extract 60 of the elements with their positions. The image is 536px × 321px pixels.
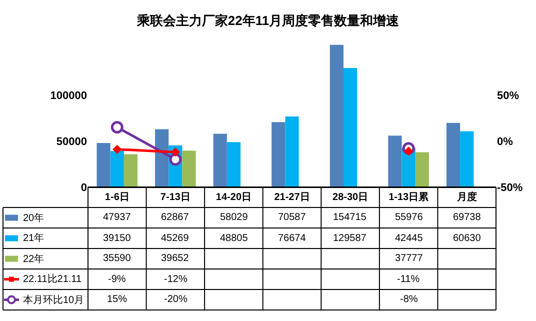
bar: [110, 151, 124, 187]
data-label: 58029: [220, 212, 248, 223]
y-tick-label: 50000: [56, 136, 87, 148]
chart-title: 乘联会主力厂家22年11月周度零售数量和增速: [136, 13, 400, 28]
legend-label: 22.11比21.11: [23, 273, 82, 285]
data-label: 55976: [395, 212, 424, 223]
data-label: 39652: [161, 253, 190, 264]
data-label: -20%: [164, 294, 188, 305]
bar: [388, 136, 402, 187]
y2-tick-label: 50%: [497, 90, 520, 102]
point: [110, 121, 124, 134]
data-label: 154715: [333, 212, 367, 223]
data-label: 76674: [278, 233, 306, 244]
bar: [226, 142, 241, 187]
legend-label: 21年: [23, 232, 44, 244]
bar: [213, 134, 227, 187]
point: [112, 144, 122, 154]
data-label: -12%: [164, 274, 188, 285]
legend-label: 20年: [23, 212, 44, 224]
y2-tick-label: -50%: [497, 182, 523, 194]
data-label: 42445: [395, 233, 424, 244]
data-label: 62867: [161, 212, 190, 223]
data-label: 48805: [220, 233, 248, 244]
y2-tick-label: 0%: [497, 136, 514, 148]
x-tick-label: 14-20日: [216, 192, 252, 203]
bar: [446, 122, 460, 187]
bar: [460, 131, 474, 187]
data-label: -9%: [108, 274, 126, 285]
data-label: 45269: [161, 233, 190, 244]
legend-label: 本月环比10月: [23, 294, 84, 306]
data-label: 15%: [107, 294, 128, 305]
legend-label: 22年: [23, 253, 44, 265]
data-label: 39150: [103, 233, 132, 244]
x-tick-label: 28-30日: [332, 192, 368, 203]
y-tick-label: 0: [80, 182, 87, 194]
x-tick-label: 21-27日: [274, 192, 310, 203]
x-tick-label: 月度: [456, 191, 477, 203]
point: [170, 148, 180, 157]
data-label: 60630: [453, 233, 482, 244]
data-label: 37777: [395, 253, 424, 264]
x-tick-label: 1-6日: [104, 192, 130, 203]
x-tick-label: 1-13日累: [388, 191, 430, 203]
bar: [285, 116, 299, 187]
bar: [415, 152, 429, 187]
bar: [124, 154, 138, 187]
bar: [96, 142, 110, 187]
data-label: -8%: [400, 294, 418, 305]
bar: [155, 129, 169, 187]
data-label: -11%: [397, 274, 420, 285]
bar: [330, 44, 344, 187]
data-label: 70587: [278, 212, 306, 223]
x-tick-label: 7-13日: [160, 192, 190, 203]
bar: [272, 122, 286, 187]
bar: [182, 150, 196, 187]
data-label: 47937: [103, 212, 132, 223]
data-label: 129587: [333, 233, 367, 244]
y-tick-label: 100000: [50, 90, 87, 102]
data-label: 35590: [103, 253, 132, 264]
data-label: 69738: [453, 212, 482, 223]
bar: [343, 68, 358, 187]
